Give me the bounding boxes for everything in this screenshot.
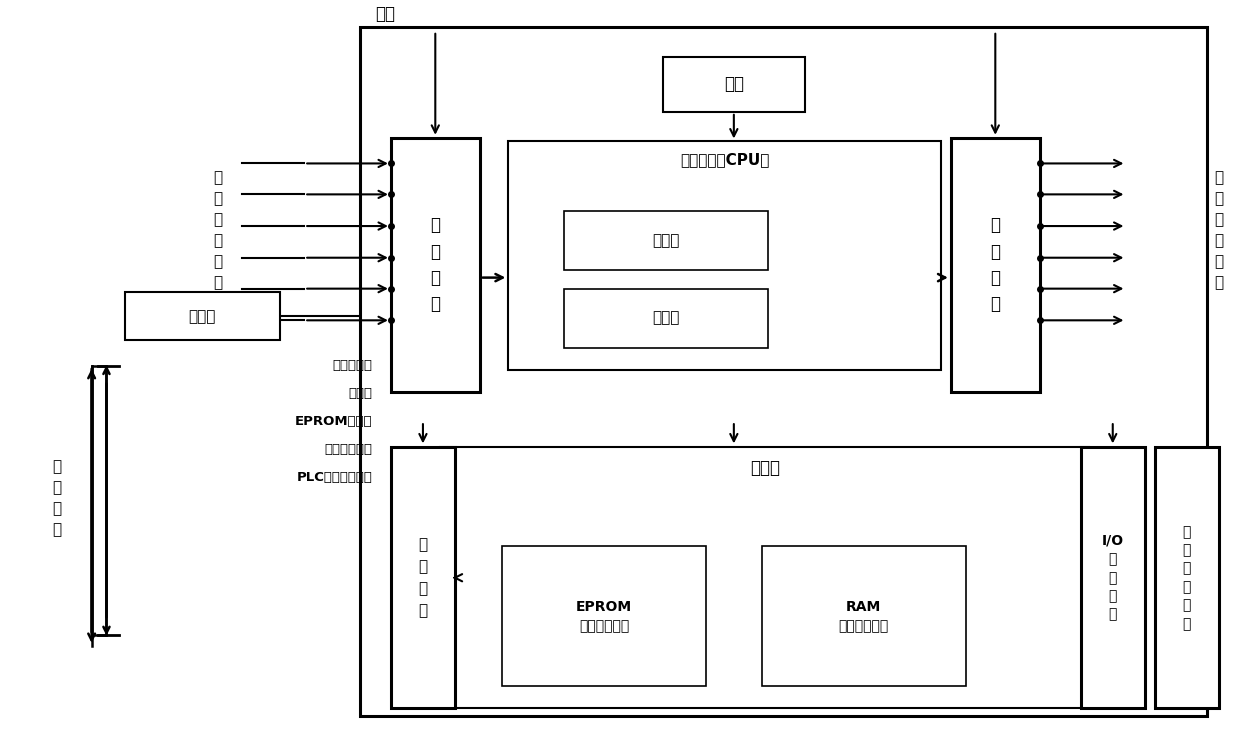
Bar — [663, 56, 805, 112]
Text: 输
入
单
元: 输 入 单 元 — [430, 216, 440, 314]
Text: 盒式磁带机: 盒式磁带机 — [332, 360, 372, 372]
Bar — [1080, 447, 1145, 709]
Bar — [359, 27, 1207, 716]
Bar — [502, 546, 706, 687]
Bar — [564, 211, 768, 270]
Text: 存储器: 存储器 — [750, 458, 779, 476]
Text: 功
能
模
块
接
口: 功 能 模 块 接 口 — [1183, 525, 1191, 631]
Bar — [508, 141, 940, 370]
Text: 用
户
输
出
设
备: 用 户 输 出 设 备 — [1214, 169, 1224, 290]
Bar — [564, 288, 768, 348]
Bar — [762, 546, 965, 687]
Text: 外
设
接
口: 外 设 接 口 — [419, 537, 427, 618]
Bar — [1155, 447, 1219, 709]
Text: 输
出
单
元: 输 出 单 元 — [990, 216, 1000, 314]
Text: I/O
扩
展
接
口: I/O 扩 展 接 口 — [1101, 534, 1124, 622]
Text: 外
部
设
备: 外 部 设 备 — [52, 460, 62, 537]
Bar — [440, 447, 1089, 709]
Bar — [125, 292, 280, 340]
Text: 微处理器（CPU）: 微处理器（CPU） — [680, 152, 769, 167]
Text: 图形监控系统: 图形监控系统 — [325, 444, 372, 456]
Bar — [390, 137, 479, 392]
Bar — [950, 137, 1040, 392]
Text: 运算器: 运算器 — [652, 233, 679, 248]
Text: EPROM
（系统程序）: EPROM （系统程序） — [576, 600, 632, 633]
Text: RAM
（用户程序）: RAM （用户程序） — [839, 600, 888, 633]
Text: 控制器: 控制器 — [652, 311, 679, 325]
Text: EPROM写入器: EPROM写入器 — [295, 415, 372, 429]
Text: 主机: 主机 — [374, 5, 395, 24]
Text: 用
户
输
入
设
备: 用 户 输 入 设 备 — [213, 169, 222, 290]
Text: 编程器: 编程器 — [188, 309, 216, 324]
Bar — [390, 447, 455, 709]
Text: 打印机: 打印机 — [348, 387, 372, 400]
Text: 电源: 电源 — [724, 75, 743, 94]
Text: PLC或上位计算机: PLC或上位计算机 — [296, 472, 372, 484]
